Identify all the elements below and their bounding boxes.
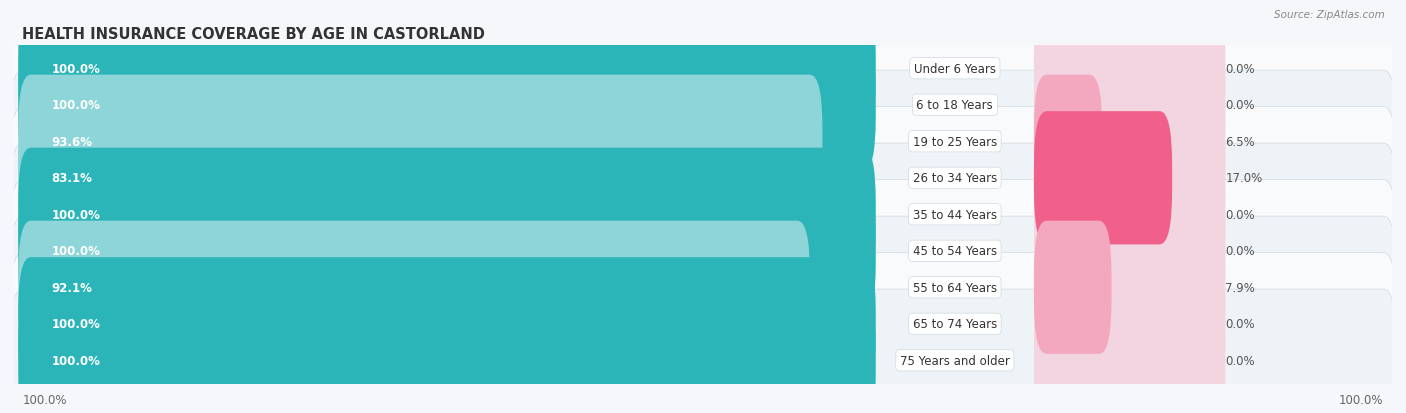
Text: 0.0%: 0.0% (1226, 63, 1256, 76)
FancyBboxPatch shape (10, 290, 1396, 413)
Text: 0.0%: 0.0% (1226, 354, 1256, 367)
Text: 6.5%: 6.5% (1226, 135, 1256, 148)
Text: 83.1%: 83.1% (52, 172, 93, 185)
Text: 100.0%: 100.0% (52, 244, 100, 258)
Text: 17.0%: 17.0% (1226, 172, 1263, 185)
FancyBboxPatch shape (1033, 185, 1226, 318)
FancyBboxPatch shape (1033, 221, 1112, 354)
Text: Under 6 Years: Under 6 Years (914, 63, 995, 76)
FancyBboxPatch shape (10, 180, 1396, 322)
FancyBboxPatch shape (10, 0, 1396, 140)
FancyBboxPatch shape (10, 144, 1396, 286)
FancyBboxPatch shape (1033, 112, 1226, 245)
Text: 100.0%: 100.0% (52, 99, 100, 112)
Text: 26 to 34 Years: 26 to 34 Years (912, 172, 997, 185)
FancyBboxPatch shape (18, 39, 876, 172)
FancyBboxPatch shape (18, 148, 876, 281)
Text: 0.0%: 0.0% (1226, 244, 1256, 258)
FancyBboxPatch shape (1033, 76, 1226, 209)
Text: 75 Years and older: 75 Years and older (900, 354, 1010, 367)
Text: 0.0%: 0.0% (1226, 208, 1256, 221)
FancyBboxPatch shape (18, 258, 876, 390)
Text: 100.0%: 100.0% (1339, 393, 1384, 406)
FancyBboxPatch shape (1033, 76, 1102, 209)
FancyBboxPatch shape (1033, 258, 1226, 390)
FancyBboxPatch shape (10, 71, 1396, 213)
Text: 45 to 54 Years: 45 to 54 Years (912, 244, 997, 258)
Text: 0.0%: 0.0% (1226, 99, 1256, 112)
Text: 19 to 25 Years: 19 to 25 Years (912, 135, 997, 148)
Text: 100.0%: 100.0% (52, 208, 100, 221)
FancyBboxPatch shape (10, 35, 1396, 176)
FancyBboxPatch shape (1033, 112, 1173, 245)
Text: 93.6%: 93.6% (52, 135, 93, 148)
FancyBboxPatch shape (1033, 294, 1226, 413)
Text: 0.0%: 0.0% (1226, 318, 1256, 330)
FancyBboxPatch shape (1033, 148, 1226, 281)
Text: Source: ZipAtlas.com: Source: ZipAtlas.com (1274, 10, 1385, 20)
FancyBboxPatch shape (18, 76, 823, 209)
FancyBboxPatch shape (18, 294, 876, 413)
Text: 6 to 18 Years: 6 to 18 Years (917, 99, 993, 112)
FancyBboxPatch shape (10, 216, 1396, 358)
FancyBboxPatch shape (18, 185, 876, 318)
Text: 7.9%: 7.9% (1226, 281, 1256, 294)
Text: 100.0%: 100.0% (52, 354, 100, 367)
Text: 100.0%: 100.0% (52, 318, 100, 330)
FancyBboxPatch shape (1033, 221, 1226, 354)
FancyBboxPatch shape (10, 107, 1396, 249)
Text: 35 to 44 Years: 35 to 44 Years (912, 208, 997, 221)
Text: 65 to 74 Years: 65 to 74 Years (912, 318, 997, 330)
Text: 55 to 64 Years: 55 to 64 Years (912, 281, 997, 294)
FancyBboxPatch shape (18, 221, 810, 354)
FancyBboxPatch shape (1033, 39, 1226, 172)
FancyBboxPatch shape (1033, 2, 1226, 135)
FancyBboxPatch shape (18, 2, 876, 135)
FancyBboxPatch shape (18, 112, 735, 245)
Text: 100.0%: 100.0% (52, 63, 100, 76)
FancyBboxPatch shape (10, 253, 1396, 395)
Text: HEALTH INSURANCE COVERAGE BY AGE IN CASTORLAND: HEALTH INSURANCE COVERAGE BY AGE IN CAST… (22, 27, 485, 42)
Text: 92.1%: 92.1% (52, 281, 93, 294)
Text: 100.0%: 100.0% (22, 393, 67, 406)
